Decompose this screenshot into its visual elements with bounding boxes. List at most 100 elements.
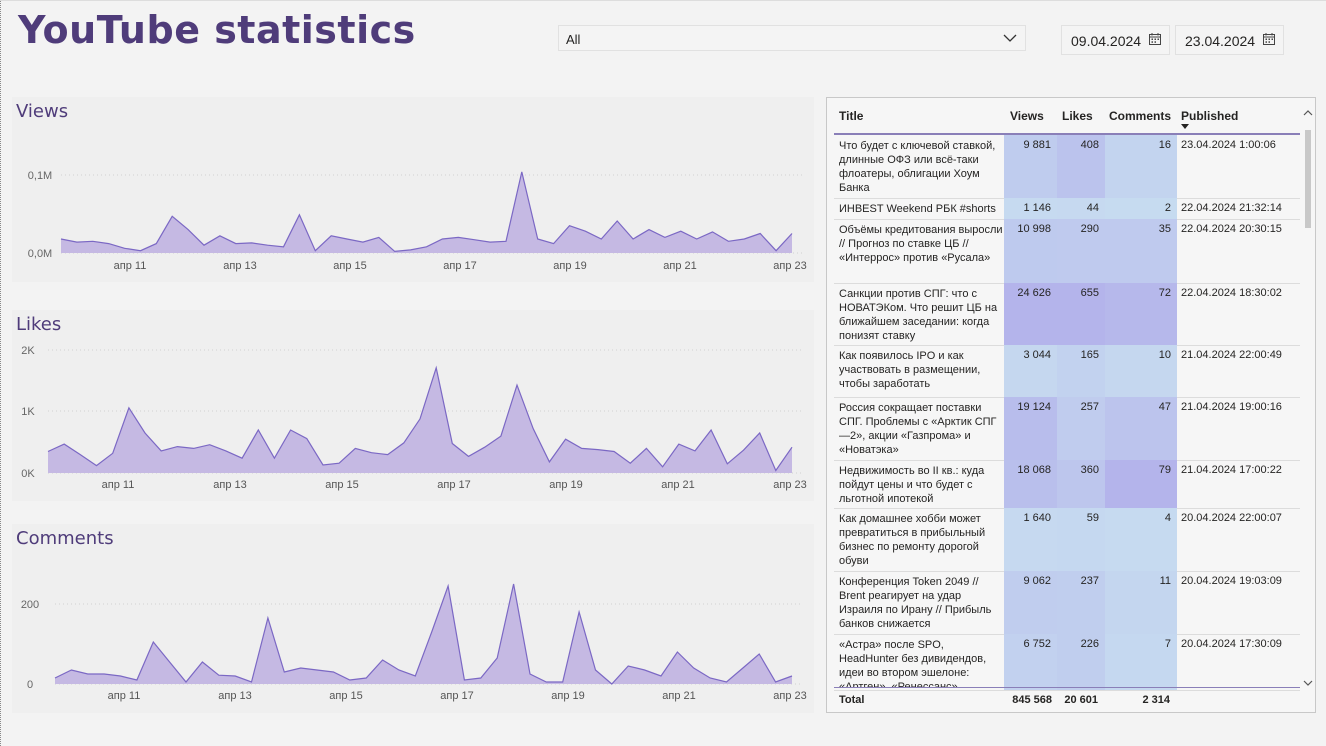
cell-comments: 16 xyxy=(1158,139,1171,151)
cell-published: 20.04.2024 22:00:07 xyxy=(1181,512,1282,524)
area-fill xyxy=(55,584,792,684)
comments-area-chart[interactable]: 200 0 апр 11 апр 13 апр 15 апр 17 апр 19 апр 21… xyxy=(12,524,814,713)
cell-title: Санкции против СПГ: что с НОВАТЭКом. Что… xyxy=(839,288,998,342)
column-header-title[interactable]: Title xyxy=(839,109,864,123)
total-views: 845 568 xyxy=(1012,694,1052,706)
likes-cell-bg xyxy=(1057,508,1105,571)
table-row[interactable]: Что будет с ключевой ставкой, длинные ОФ… xyxy=(834,135,1300,199)
date-from-value: 09.04.2024 xyxy=(1071,33,1142,49)
views-area-chart[interactable]: 0,1M 0,0M апр 11 апр 13 апр 15 апр 17 апр 19 ап… xyxy=(12,97,814,282)
x-tick-label: апр 23 xyxy=(773,260,806,272)
cell-title: Как домашнее хобби может превратиться в … xyxy=(839,513,986,567)
table-row[interactable]: Объёмы кредитования выросли // Прогноз п… xyxy=(834,219,1300,284)
views-chart-title: Views xyxy=(16,101,69,122)
series-line xyxy=(54,583,793,685)
channel-filter-dropdown[interactable]: All xyxy=(558,25,1026,51)
likes-cell-bg xyxy=(1057,198,1105,219)
table-row[interactable]: Россия сокращает поставки СПГ. Проблемы … xyxy=(834,397,1300,461)
total-label: Total xyxy=(839,694,865,706)
cell-title: Объёмы кредитования выросли // Прогноз п… xyxy=(839,224,1003,264)
comments-cell-bg xyxy=(1105,508,1177,571)
table-row[interactable]: ИНВЕST Weekend РБК #shorts 1 146 44 2 22.04.… xyxy=(834,198,1300,220)
page-title: YouTube statistics xyxy=(18,8,416,52)
cell-comments: 72 xyxy=(1158,287,1171,299)
table-row[interactable]: Как появилось IPO и как участвовать в ра… xyxy=(834,345,1300,398)
sort-descending-icon xyxy=(1181,124,1189,129)
comments-cell-bg xyxy=(1105,345,1177,397)
calendar-icon[interactable] xyxy=(1149,33,1161,45)
column-header-comments[interactable]: Comments xyxy=(1109,109,1172,123)
table-row[interactable]: Как домашнее хобби может превратиться в … xyxy=(834,508,1300,572)
page-left-border xyxy=(0,0,2,746)
table-row[interactable]: «Астра» после SPO, HeadHunter без дивиде… xyxy=(834,634,1300,691)
views-cell-bg xyxy=(1004,219,1057,283)
series-line xyxy=(60,171,793,253)
cell-views: 10 998 xyxy=(1017,223,1051,235)
cell-title: Как появилось IPO и как участвовать в ра… xyxy=(839,350,981,390)
cell-comments: 79 xyxy=(1158,464,1171,476)
likes-cell-bg xyxy=(1057,283,1105,345)
cell-views: 9 881 xyxy=(1023,139,1051,151)
x-tick-label: апр 15 xyxy=(325,479,358,491)
table-row[interactable]: Санкции против СПГ: что с НОВАТЭКом. Что… xyxy=(834,283,1300,346)
cell-comments: 35 xyxy=(1158,223,1171,235)
comments-cell-bg xyxy=(1105,198,1177,219)
comments-cell-bg xyxy=(1105,571,1177,634)
page-top-border xyxy=(0,0,1326,1)
views-cell-bg xyxy=(1004,508,1057,571)
cell-comments: 7 xyxy=(1164,638,1171,650)
likes-area-chart[interactable]: 2K 1K 0K апр 11 апр 13 апр 15 апр 17 апр 19 апр … xyxy=(12,310,814,501)
cell-title: ИНВЕST Weekend РБК #shorts xyxy=(839,203,996,215)
x-tick-label: апр 23 xyxy=(773,690,806,702)
cell-views: 1 640 xyxy=(1023,512,1051,524)
cell-comments: 10 xyxy=(1158,349,1171,361)
cell-published: 20.04.2024 17:30:09 xyxy=(1181,638,1282,650)
comments-cell-bg xyxy=(1105,135,1177,198)
scrollbar-thumb[interactable] xyxy=(1305,130,1311,228)
x-tick-label: апр 15 xyxy=(333,260,366,272)
cell-published: 22.04.2024 20:30:15 xyxy=(1181,223,1282,235)
videos-table: Title Views Likes Comments Published Что… xyxy=(826,97,1316,713)
table-row[interactable]: Конференция Token 2049 // Brent реагируе… xyxy=(834,571,1300,635)
x-tick-label: апр 13 xyxy=(213,479,246,491)
likes-chart-title: Likes xyxy=(16,314,62,335)
views-cell-bg xyxy=(1004,135,1057,198)
cell-comments: 2 xyxy=(1164,202,1171,214)
x-tick-label: апр 13 xyxy=(218,690,251,702)
x-tick-label: апр 19 xyxy=(553,260,586,272)
date-from-field[interactable]: 09.04.2024 xyxy=(1061,25,1170,55)
cell-views: 18 068 xyxy=(1017,464,1051,476)
column-header-likes[interactable]: Likes xyxy=(1062,109,1093,123)
chevron-down-icon xyxy=(1003,34,1017,42)
table-row[interactable]: Недвижимость во II кв.: куда пойдут цены… xyxy=(834,460,1300,509)
table-scrollbar[interactable] xyxy=(1301,106,1315,690)
calendar-icon[interactable] xyxy=(1263,33,1275,45)
date-to-value: 23.04.2024 xyxy=(1185,33,1256,49)
x-tick-label: апр 11 xyxy=(114,260,147,272)
total-likes: 20 601 xyxy=(1064,694,1098,706)
header-divider xyxy=(834,133,1300,135)
likes-cell-bg xyxy=(1057,219,1105,283)
y-tick-label: 0,0M xyxy=(28,248,52,260)
cell-published: 21.04.2024 17:00:22 xyxy=(1181,464,1282,476)
likes-cell-bg xyxy=(1057,460,1105,508)
date-to-field[interactable]: 23.04.2024 xyxy=(1175,25,1284,55)
column-header-views[interactable]: Views xyxy=(1010,109,1044,123)
cell-title: Недвижимость во II кв.: куда пойдут цены… xyxy=(839,465,985,505)
likes-cell-bg xyxy=(1057,571,1105,634)
series-line xyxy=(47,365,793,472)
likes-cell-bg xyxy=(1057,634,1105,690)
comments-chart-panel: Comments 200 0 апр 11 апр 13 апр 15 апр 17 апр… xyxy=(12,524,814,713)
x-tick-label: апр 21 xyxy=(662,690,695,702)
cell-likes: 44 xyxy=(1086,202,1099,214)
x-tick-label: апр 17 xyxy=(443,260,476,272)
y-tick-label: 0 xyxy=(27,679,33,691)
cell-title: «Астра» после SPO, HeadHunter без дивиде… xyxy=(839,639,987,688)
cell-published: 21.04.2024 19:00:16 xyxy=(1181,401,1282,413)
cell-published: 20.04.2024 19:03:09 xyxy=(1181,575,1282,587)
cell-likes: 408 xyxy=(1080,139,1099,151)
comments-cell-bg xyxy=(1105,634,1177,690)
views-cell-bg xyxy=(1004,283,1057,345)
column-header-published[interactable]: Published xyxy=(1181,109,1239,123)
cell-views: 6 752 xyxy=(1023,638,1051,650)
